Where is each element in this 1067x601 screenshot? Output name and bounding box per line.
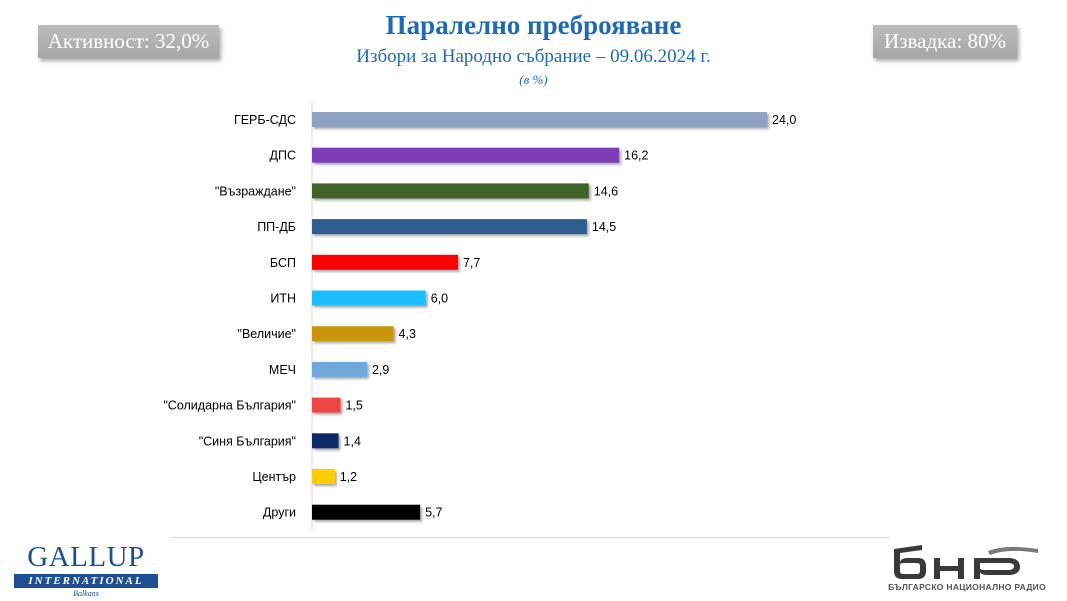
gallup-name: GALLUP — [27, 541, 145, 573]
bar — [312, 147, 620, 163]
chart-unit: (в %) — [519, 72, 548, 87]
value-label: 14,5 — [592, 220, 616, 234]
value-label: 1,2 — [340, 470, 357, 484]
value-label: 14,6 — [594, 184, 618, 198]
chart-title: Паралелно преброяване — [385, 10, 682, 40]
gallup-logo: GALLUP INTERNATIONAL Balkans — [12, 541, 162, 598]
sample-badge: Извадка: 80% — [873, 25, 1017, 58]
category-label: "Възраждане" — [215, 184, 296, 198]
value-label: 1,5 — [345, 399, 362, 413]
bar — [312, 254, 458, 270]
category-label: МЕЧ — [269, 363, 296, 377]
category-label: ИТН — [270, 292, 296, 306]
value-label: 2,9 — [372, 363, 389, 377]
category-label: "Синя България" — [199, 434, 296, 448]
turnout-badge: Активност: 32,0% — [38, 25, 219, 58]
bar — [312, 397, 341, 413]
value-label: 6,0 — [431, 292, 448, 306]
category-label: Център — [252, 470, 296, 484]
category-label: БСП — [270, 256, 296, 270]
bar — [312, 290, 426, 306]
bnr-logo: БЪЛГАРСКО НАЦИОНАЛНО РАДИО — [888, 541, 1048, 597]
bar-chart: ГЕРБ-СДС 24,0 ДПС 16,2 "Възраждане" 14,6 ПП-ДБ… — [163, 102, 796, 530]
value-label: 1,4 — [344, 434, 361, 448]
value-label: 24,0 — [772, 113, 796, 127]
value-label: 5,7 — [425, 506, 442, 520]
bar — [312, 433, 339, 449]
category-label: "Величие" — [238, 327, 296, 341]
category-label: Други — [263, 506, 296, 520]
gallup-balkans: Balkans — [73, 589, 99, 598]
bar — [312, 504, 421, 520]
bar — [312, 361, 367, 377]
category-label: ДПС — [270, 149, 296, 163]
category-label: ГЕРБ-СДС — [234, 113, 296, 127]
bar — [312, 219, 587, 235]
gallup-international: INTERNATIONAL — [14, 574, 158, 588]
chart-subtitle: Избори за Народно събрание – 09.06.2024 … — [356, 46, 711, 67]
category-label: ПП-ДБ — [257, 220, 296, 234]
bar — [312, 112, 767, 127]
category-label: "Солидарна България" — [163, 399, 296, 413]
bnr-mark-icon — [894, 545, 1038, 579]
bar — [312, 326, 394, 342]
footer-divider — [170, 537, 890, 538]
value-label: 4,3 — [399, 327, 416, 341]
bar — [312, 469, 335, 484]
value-label: 7,7 — [463, 256, 480, 270]
bnr-caption: БЪЛГАРСКО НАЦИОНАЛНО РАДИО — [888, 582, 1046, 592]
bar — [312, 183, 589, 199]
value-label: 16,2 — [624, 149, 648, 163]
